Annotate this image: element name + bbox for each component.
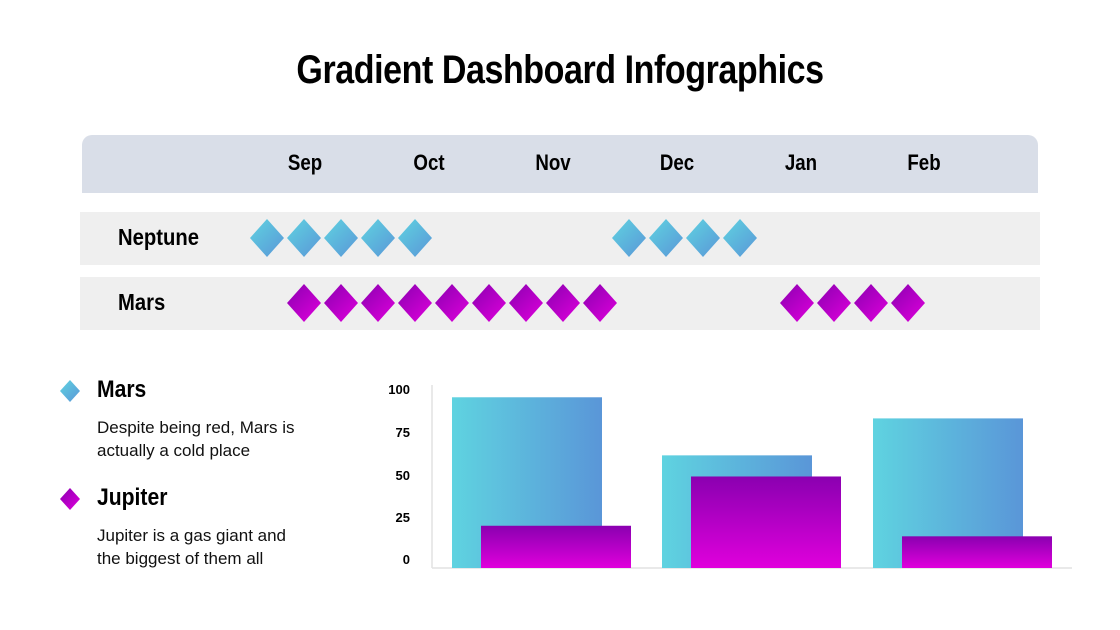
legend-title-jupiter: Jupiter xyxy=(97,484,168,511)
month-oct: Oct xyxy=(413,150,445,175)
row-label-neptune: Neptune xyxy=(118,224,199,250)
text-line: Jupiter is a gas giant and xyxy=(97,526,287,545)
text-line: the biggest of them all xyxy=(97,549,264,568)
text-line: Despite being red, Mars is xyxy=(97,418,295,437)
legend-text-mars: Despite being red, Mars is actually a co… xyxy=(97,416,357,462)
bar-series2-1 xyxy=(481,525,631,568)
y-tick-label: 25 xyxy=(395,510,410,525)
y-tick-label: 100 xyxy=(388,382,410,397)
text-line: actually a cold place xyxy=(97,441,251,460)
legend-title-mars: Mars xyxy=(97,376,147,403)
y-tick-label: 75 xyxy=(395,425,410,440)
y-tick-label: 50 xyxy=(395,468,410,483)
diamond-icon xyxy=(60,488,80,510)
y-tick-label: 0 xyxy=(402,552,410,567)
month-dec: Dec xyxy=(659,150,695,175)
timeline-header xyxy=(82,135,1038,193)
legend-text-jupiter: Jupiter is a gas giant and the biggest o… xyxy=(97,524,357,570)
timeline-row-neptune xyxy=(80,212,1040,265)
row-label-mars: Mars xyxy=(118,289,166,315)
month-nov: Nov xyxy=(535,150,571,175)
month-sep: Sep xyxy=(287,150,323,175)
month-jan: Jan xyxy=(784,150,818,175)
bar-series2-3 xyxy=(902,536,1052,568)
bar-series2-2 xyxy=(691,476,841,568)
page-title: Gradient Dashboard Infographics xyxy=(296,48,824,92)
month-feb: Feb xyxy=(907,150,941,175)
diamond-icon xyxy=(60,380,80,402)
